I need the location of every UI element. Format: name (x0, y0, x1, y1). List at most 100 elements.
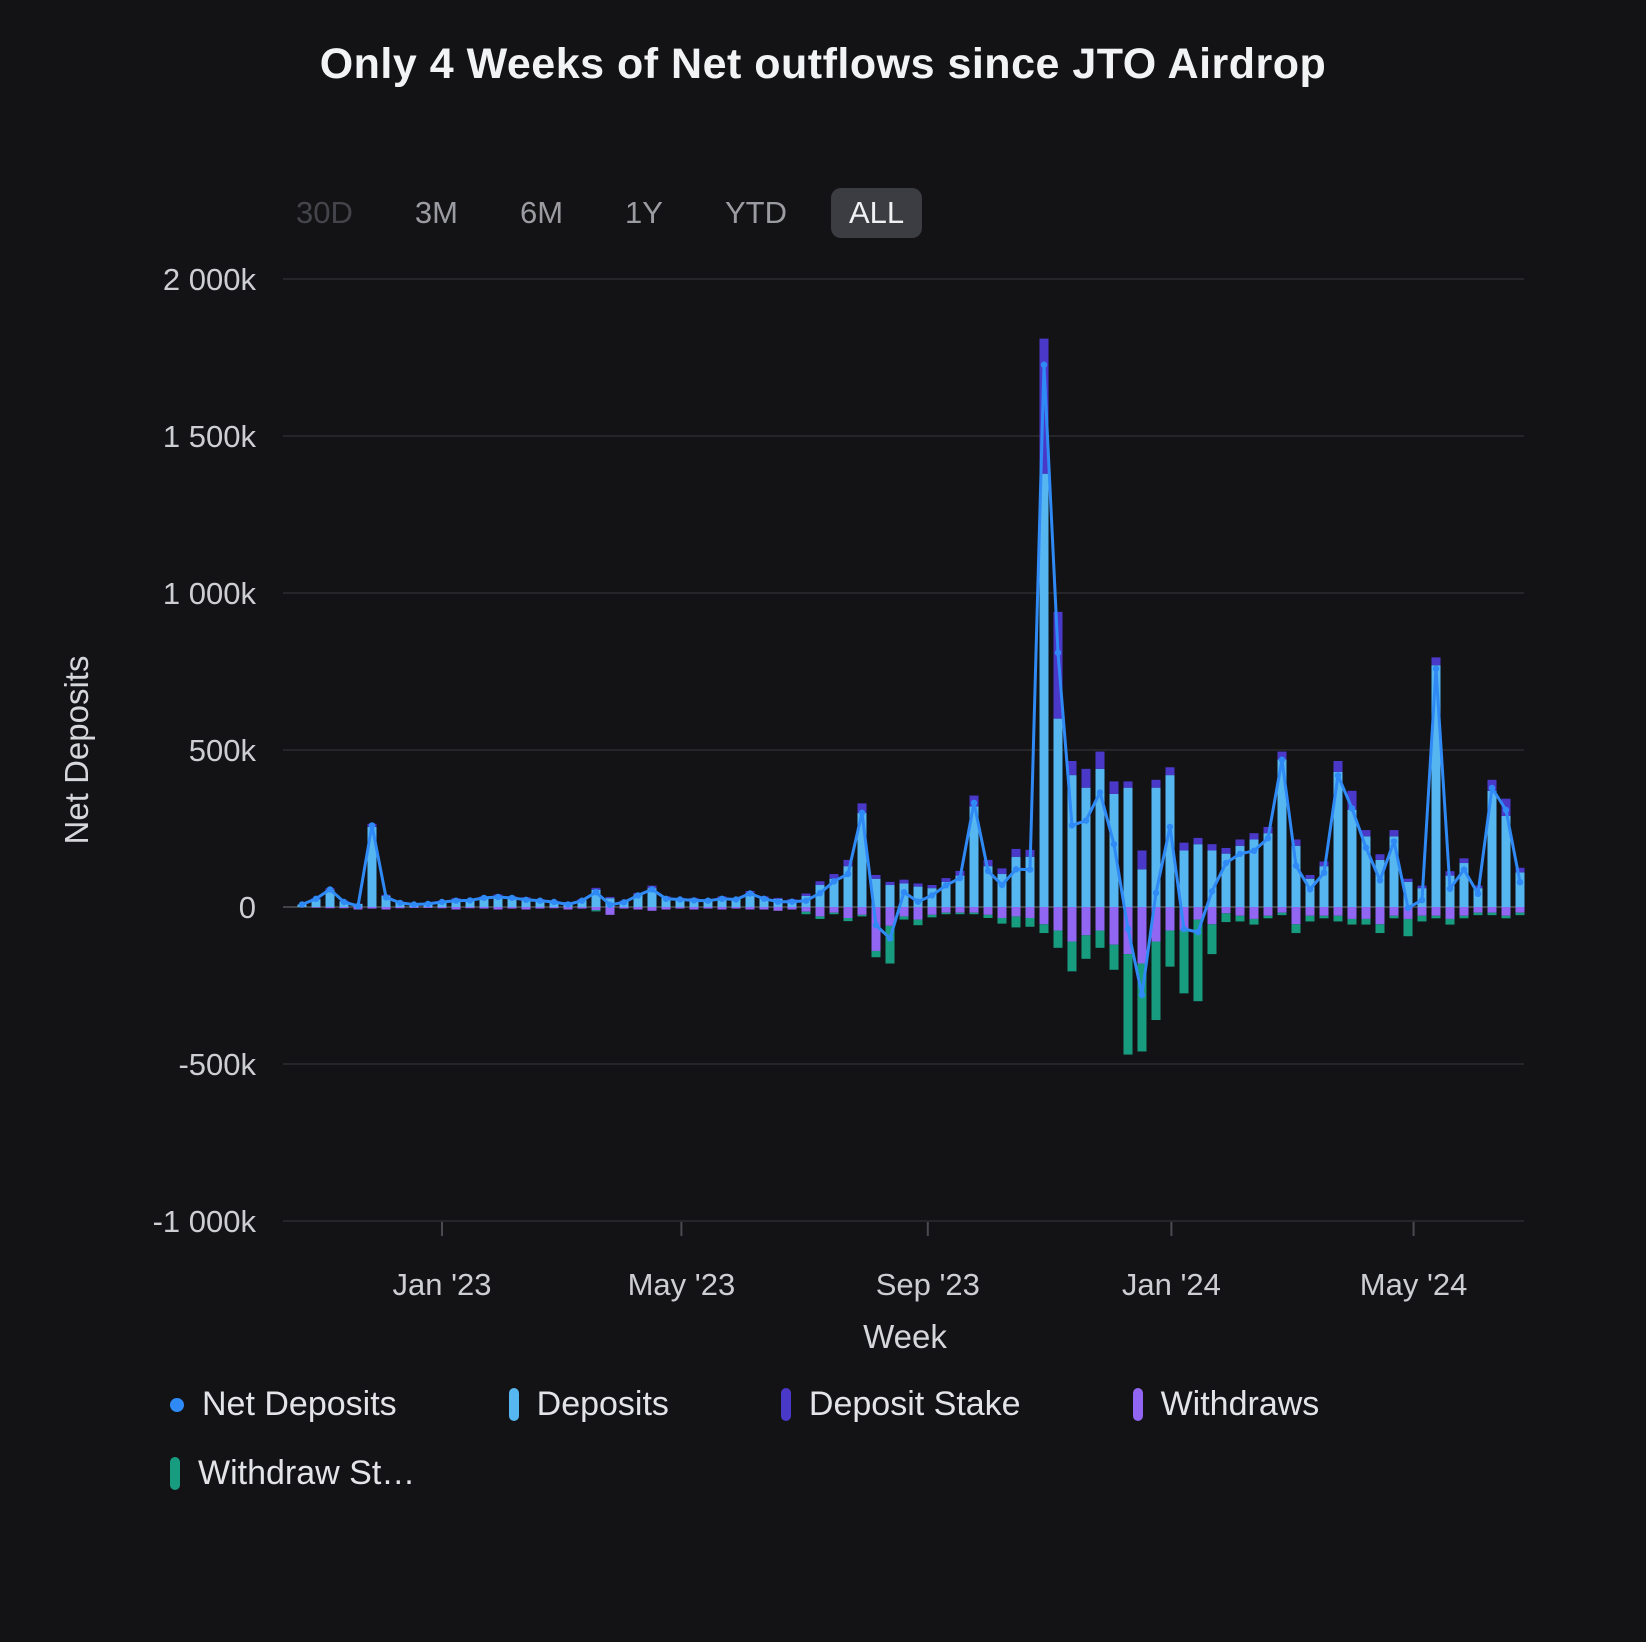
withdraw-bar (703, 907, 713, 909)
net-point (578, 897, 586, 904)
withdraw-stake-bar (1473, 912, 1483, 916)
legend-item-withdraws[interactable]: Withdraws (1132, 1385, 1320, 1424)
chart-legend: Net Deposits Deposits Deposit Stake With… (170, 1385, 1440, 1493)
net-point (1488, 784, 1496, 792)
withdraw-bar (1445, 907, 1455, 919)
withdraw-bar (325, 907, 335, 909)
net-point (802, 897, 810, 904)
deposit-bar (1123, 787, 1133, 907)
range-button-30d[interactable]: 30D (278, 188, 371, 238)
deposit-bar (1053, 718, 1063, 907)
net-point (648, 886, 656, 893)
withdraw-stake-bar (1333, 915, 1343, 922)
deposit-bar (871, 878, 881, 907)
withdraw-stake-bar (1277, 912, 1287, 916)
deposit-bar (479, 897, 489, 907)
withdraw-bar (857, 907, 867, 915)
net-point (354, 902, 362, 910)
withdraw-bar (507, 907, 517, 909)
deposit-stake-bar (1333, 760, 1343, 772)
net-point (326, 886, 334, 893)
net-point (592, 889, 600, 896)
withdraw-bar (1263, 907, 1273, 916)
deposit-stake-bar (605, 896, 615, 899)
withdraw-bar (1039, 907, 1049, 925)
deposit-bar (1011, 856, 1021, 907)
legend-label: Withdraws (1160, 1385, 1320, 1423)
gridlines (283, 278, 1524, 1222)
legend-item-deposits[interactable]: Deposits (508, 1385, 669, 1424)
deposit-stake-bar-icon (780, 1388, 791, 1421)
withdraw-bar (1151, 907, 1161, 942)
deposit-bar (507, 897, 517, 907)
net-point (1278, 756, 1286, 763)
withdraw-bar (661, 907, 671, 910)
withdraw-bar (535, 907, 545, 909)
deposit-bar (759, 897, 769, 907)
withdraw-bar (633, 907, 643, 910)
withdraw-bar (1067, 907, 1077, 942)
withdraw-bar (759, 907, 769, 910)
deposit-bar (1333, 771, 1343, 907)
svg-text:-500k: -500k (178, 1047, 256, 1082)
net-point (452, 897, 460, 904)
withdraw-stake-bar (815, 916, 825, 919)
net-point (1418, 896, 1426, 904)
withdraw-bar (689, 907, 699, 910)
stacked-bars[interactable] (297, 338, 1525, 1055)
net-point (1348, 805, 1356, 812)
withdraw-bar (1361, 907, 1371, 919)
withdraw-stake-bar (1235, 915, 1245, 922)
deposit-bar (983, 866, 993, 907)
range-button-all[interactable]: ALL (830, 188, 923, 239)
withdraw-stake-bar (829, 912, 839, 915)
x-axis-tick-labels: Jan '23 May '23 Sep '23 Jan '24 May '24 (393, 1222, 1467, 1302)
chart-canvas[interactable]: 2 000k 1 500k 1 000k 500k 0 -500k -1 000k Jan … (0, 0, 1646, 1370)
withdraw-stake-bar (913, 919, 923, 926)
net-point (844, 870, 852, 878)
deposit-bar (1081, 787, 1091, 907)
deposit-stake-bar (871, 874, 881, 879)
legend-item-deposit-stake[interactable]: Deposit Stake (780, 1385, 1021, 1424)
deposit-bar (1221, 853, 1231, 907)
withdraw-bar (563, 907, 573, 910)
net-point (1194, 928, 1202, 936)
net-point (942, 882, 950, 889)
net-point (480, 894, 488, 902)
legend-item-net-deposits[interactable]: Net Deposits (170, 1385, 397, 1424)
deposit-bar (843, 866, 853, 907)
net-point (466, 897, 474, 904)
deposit-bar (1039, 473, 1049, 907)
withdraw-stake-bar (843, 917, 853, 922)
range-button-ytd[interactable]: YTD (707, 188, 805, 238)
withdraw-stake-bar (591, 910, 601, 912)
withdraw-stake-bar (1347, 918, 1357, 925)
withdraw-bar (801, 907, 811, 912)
range-button-1y[interactable]: 1Y (607, 188, 681, 238)
deposit-stake-bar (1123, 781, 1133, 788)
deposit-bar (493, 896, 503, 907)
net-point (382, 894, 390, 901)
withdraw-stake-bar (885, 925, 895, 964)
deposit-stake-bar (1081, 768, 1091, 788)
legend-item-withdraw-stake[interactable]: Withdraw St… (170, 1454, 415, 1493)
withdraw-stake-bar (801, 911, 811, 915)
deposit-bar (1025, 856, 1035, 907)
deposit-bar (745, 892, 755, 907)
withdraw-bar (1109, 907, 1119, 945)
withdraw-bar (1431, 907, 1441, 916)
withdraw-bar (1011, 907, 1021, 917)
net-point (368, 822, 376, 829)
withdraw-stake-bar (1291, 924, 1301, 934)
deposit-bar (1291, 845, 1301, 907)
range-button-6m[interactable]: 6M (502, 188, 581, 238)
svg-text:Jan '23: Jan '23 (393, 1267, 492, 1302)
net-point (732, 896, 740, 903)
range-button-3m[interactable]: 3M (397, 188, 476, 238)
net-deposits-line[interactable] (298, 361, 1524, 999)
net-point (1446, 885, 1454, 892)
withdraw-bar (745, 907, 755, 910)
deposit-bar (913, 886, 923, 907)
withdraw-stake-bar (1207, 924, 1217, 955)
withdraw-bar (311, 907, 321, 908)
